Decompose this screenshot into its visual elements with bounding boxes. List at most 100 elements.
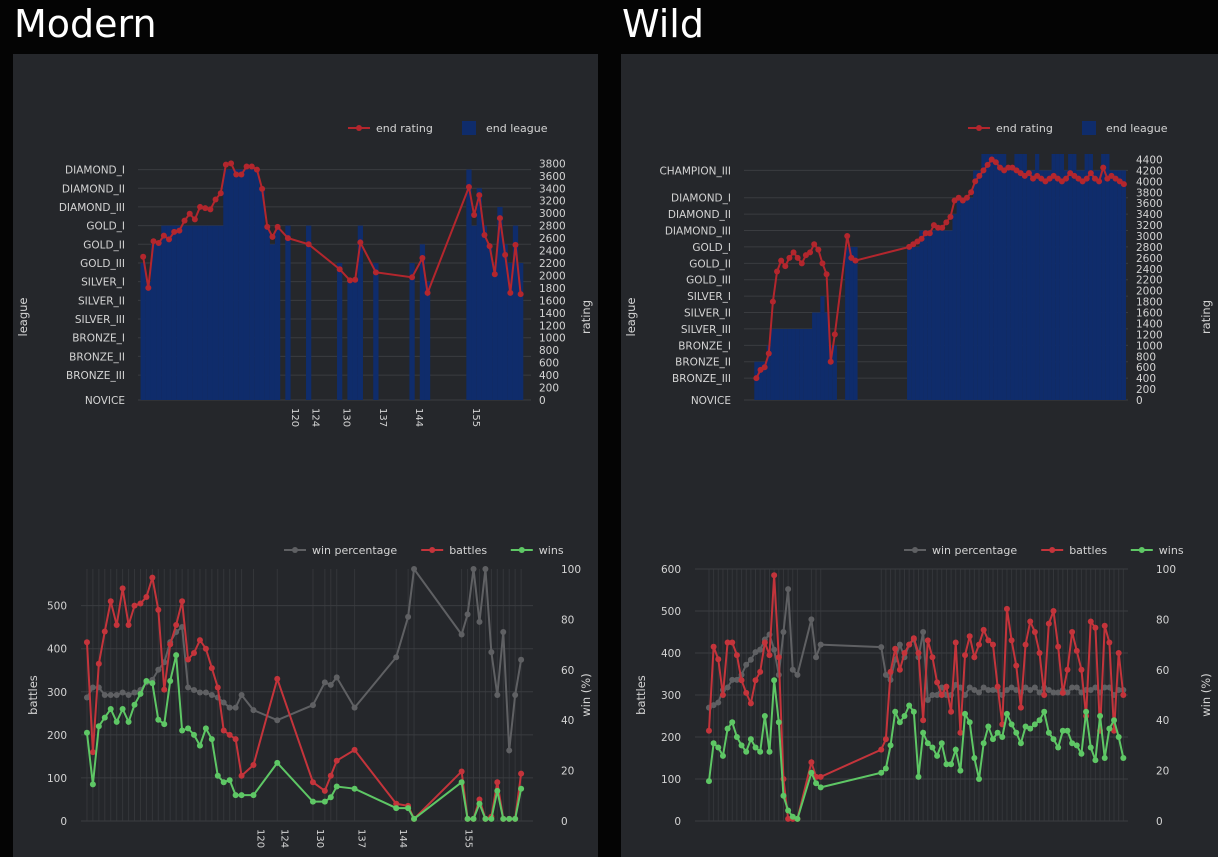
wins-point xyxy=(924,740,931,747)
win-percentage-point xyxy=(1064,689,1071,696)
end-rating-point xyxy=(963,194,970,201)
league-bar xyxy=(357,225,363,400)
end-rating-point xyxy=(823,271,830,278)
end-rating-point xyxy=(140,253,147,260)
win-percentage-point xyxy=(494,692,501,698)
battles-point xyxy=(1069,629,1076,635)
win-percentage-point xyxy=(813,654,820,661)
wins-point xyxy=(994,729,1001,736)
end-rating-point xyxy=(811,241,818,248)
battles-point xyxy=(892,645,899,652)
win-percentage-point xyxy=(780,629,787,635)
wins-point xyxy=(506,815,513,822)
league-tick-label: DIAMOND_II xyxy=(62,183,125,195)
battles-point xyxy=(705,727,712,734)
end-rating-point xyxy=(274,223,281,230)
rating-tick-label: 0 xyxy=(1136,395,1143,407)
league-bar xyxy=(1002,154,1007,400)
battles-tick-label: 400 xyxy=(47,644,67,656)
league-bar xyxy=(1092,170,1098,400)
league-bar xyxy=(156,244,162,400)
rating-tick-label: 200 xyxy=(539,383,559,395)
league-bar xyxy=(948,230,953,400)
league-bar xyxy=(1035,154,1040,400)
win-percentage-point xyxy=(89,684,96,691)
battles-point xyxy=(137,600,144,607)
league-bar xyxy=(770,328,776,400)
wins-point xyxy=(733,734,740,740)
rating-tick-label: 2400 xyxy=(539,246,566,258)
win-pct-tick-label: 0 xyxy=(1156,816,1163,828)
legend-marker xyxy=(912,547,918,553)
league-bar xyxy=(337,262,343,400)
win-percentage-point xyxy=(1101,684,1108,691)
battles-tick-label: 100 xyxy=(47,773,67,785)
end-rating-point xyxy=(481,231,488,238)
end-rating-point xyxy=(471,212,478,219)
battles-line xyxy=(707,575,1125,820)
end-rating-point xyxy=(176,227,183,234)
win-pct-tick-label: 80 xyxy=(561,614,574,626)
wins-point xyxy=(1031,721,1038,728)
battles-point xyxy=(1055,643,1062,650)
rating-tick-label: 1600 xyxy=(539,295,566,307)
win-percentage-point xyxy=(351,704,358,711)
win-percentage-point xyxy=(724,684,731,691)
league-bar xyxy=(803,328,809,400)
league-tick-label: DIAMOND_III xyxy=(665,226,731,238)
battles-point xyxy=(351,746,358,753)
league-tick-label: DIAMOND_II xyxy=(668,209,731,221)
win-percentage-point xyxy=(1073,684,1080,691)
win-pct-tick-label: 40 xyxy=(1156,715,1169,727)
end-rating-point xyxy=(852,257,859,264)
battles-point xyxy=(196,637,203,644)
battles-tick-label: 0 xyxy=(60,816,67,828)
win-percentage-point xyxy=(794,671,801,678)
wins-point xyxy=(125,718,132,725)
league-bar xyxy=(820,296,825,400)
end-rating-point xyxy=(976,172,983,179)
battles-tick-label: 300 xyxy=(661,690,681,702)
league-bar xyxy=(1006,170,1011,400)
league-bar xyxy=(779,328,784,400)
wins-point xyxy=(906,702,913,709)
legend-item-win-percentage: win percentage xyxy=(284,544,397,557)
win-percentage-point xyxy=(333,674,340,681)
wins-point xyxy=(817,784,824,791)
wild-panel: NOVICE BRONZE_III BRONZE_II BRONZE_I SILVER_… xyxy=(621,54,1218,857)
x-tick-label: 130 xyxy=(314,829,325,848)
y-left-axis-label: battles xyxy=(634,675,648,715)
wins-point xyxy=(1087,744,1094,751)
battles-point xyxy=(95,660,102,667)
win-percentage-point xyxy=(817,641,824,648)
wins-point xyxy=(220,779,227,786)
league-bar xyxy=(1072,154,1077,400)
win-percentage-point xyxy=(920,629,927,635)
win-percentage-point xyxy=(482,566,489,572)
league-bar xyxy=(1039,170,1044,400)
end-rating-point xyxy=(786,254,793,261)
wins-point xyxy=(705,778,712,785)
rating-tick-label: 4200 xyxy=(1136,165,1163,177)
league-tick-label: SILVER_I xyxy=(81,277,125,289)
win-percentage-point xyxy=(976,689,983,696)
battles-point xyxy=(1017,704,1024,711)
end-rating-point xyxy=(844,233,851,239)
battles-point xyxy=(980,626,987,633)
win-percentage-point xyxy=(327,681,334,688)
end-rating-point xyxy=(1120,181,1127,188)
end-rating-point xyxy=(815,246,822,253)
league-bar xyxy=(249,169,255,400)
win-percentage-point xyxy=(155,666,162,673)
battles-point xyxy=(743,689,750,696)
league-bar xyxy=(171,225,177,400)
wins-point xyxy=(957,767,964,774)
battles-point xyxy=(808,759,815,766)
battles-point xyxy=(202,645,209,652)
end-rating-point xyxy=(980,167,987,174)
league-bar xyxy=(964,197,970,400)
win-percentage-point xyxy=(458,631,465,638)
battles-point xyxy=(1041,692,1048,698)
league-bar xyxy=(915,246,920,400)
battles-point xyxy=(143,594,150,600)
